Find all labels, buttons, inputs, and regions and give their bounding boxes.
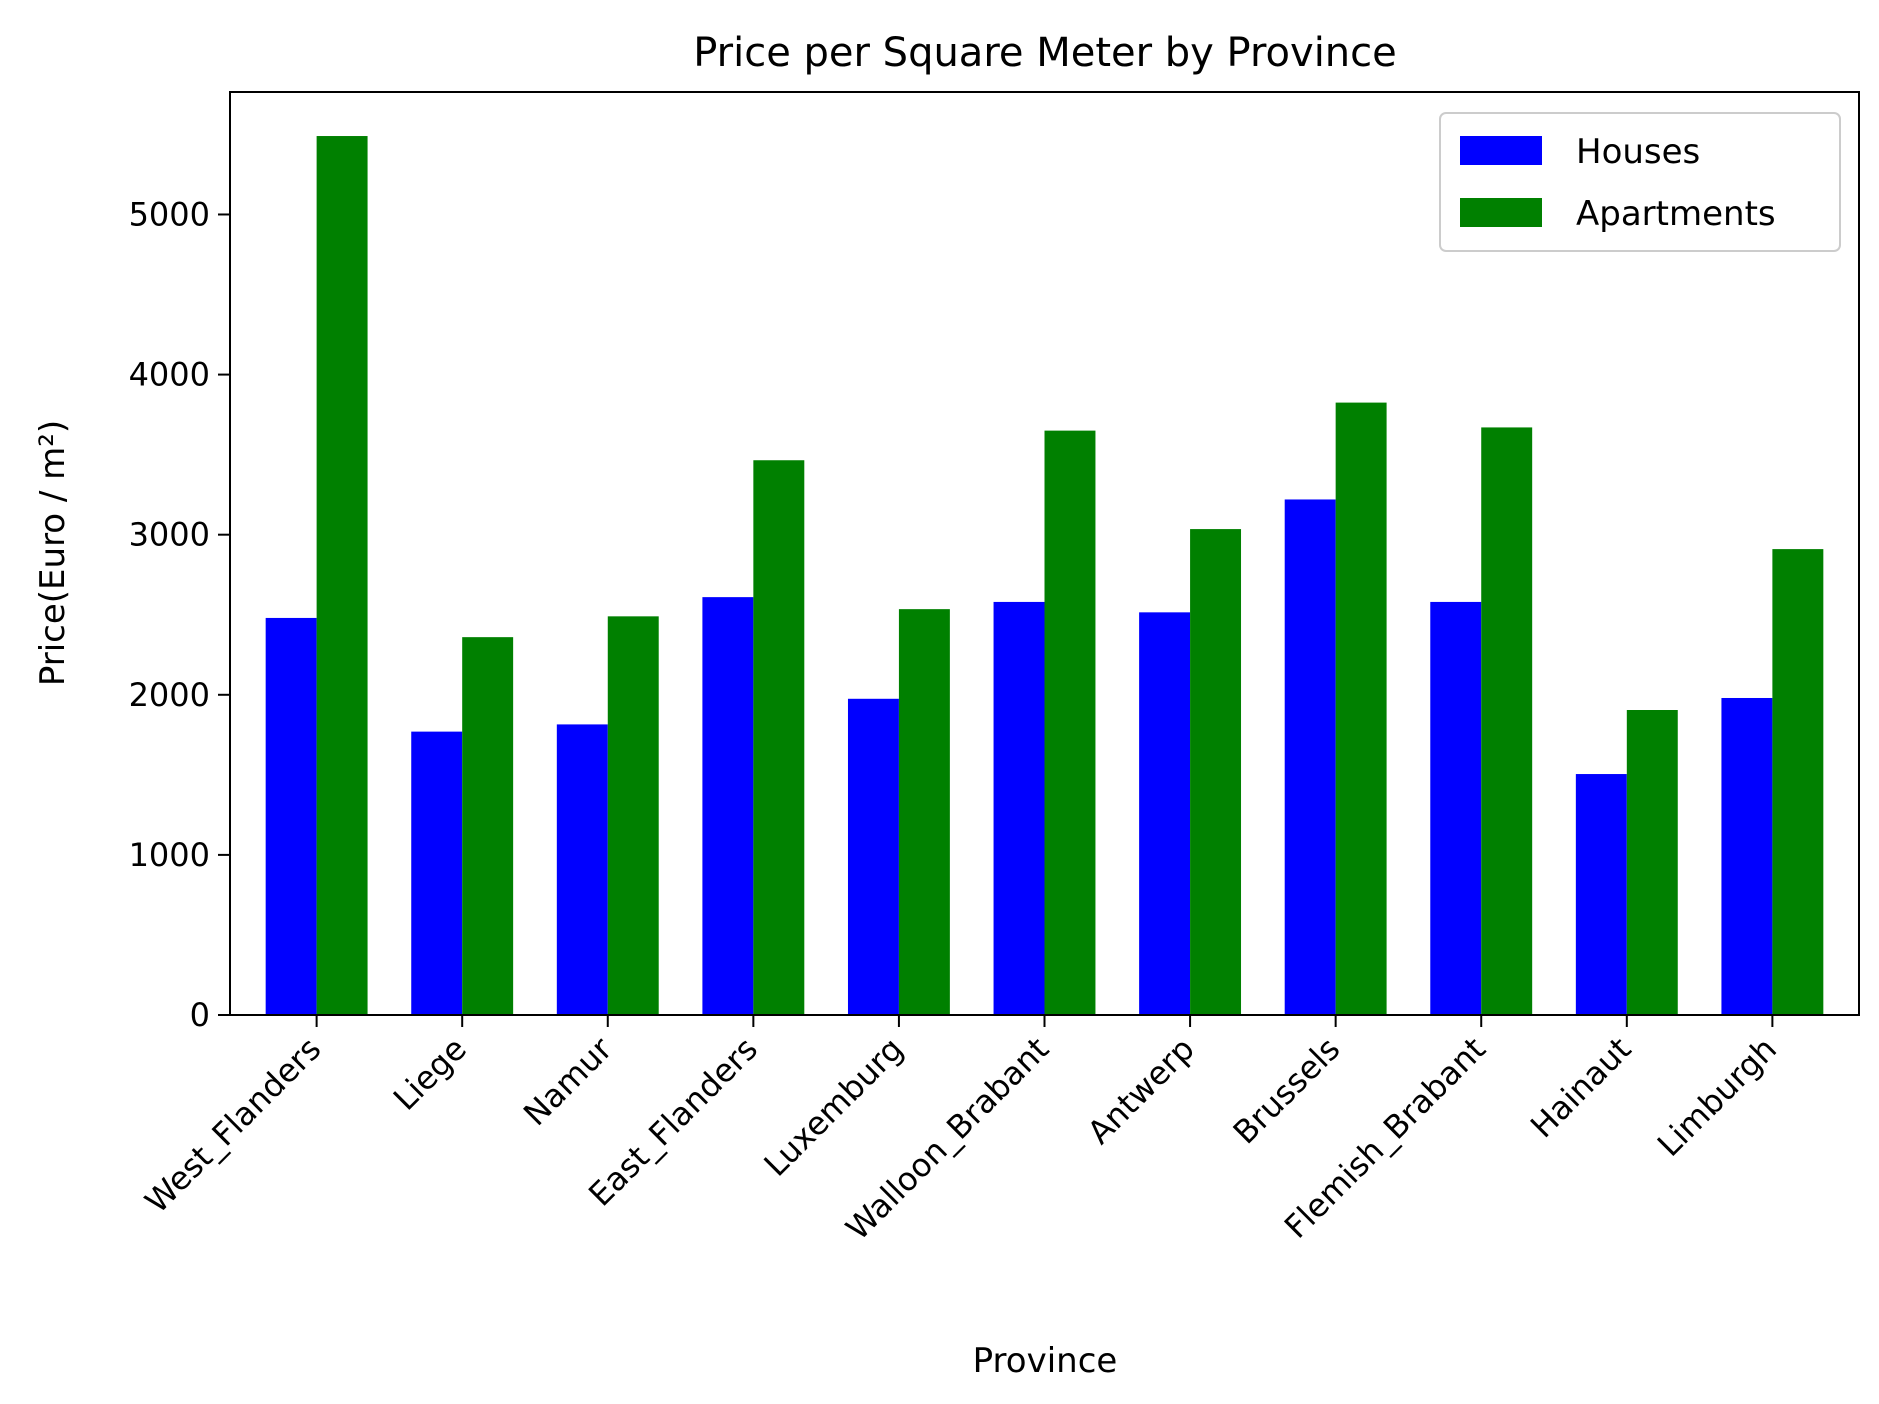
y-axis: 0 1000 2000 3000 4000 5000 bbox=[129, 195, 230, 1034]
bar-houses-walloon-brabant bbox=[993, 601, 1045, 1015]
y-tick-label: 4000 bbox=[129, 356, 210, 394]
bar-houses-east-flanders bbox=[702, 597, 754, 1015]
legend: Houses Apartments bbox=[1439, 112, 1841, 252]
bar-houses-namur bbox=[556, 724, 608, 1015]
bar-apartments-walloon-brabant bbox=[1044, 430, 1096, 1015]
legend-label-apartments: Apartments bbox=[1576, 194, 1776, 234]
bar-apartments-brussels bbox=[1335, 402, 1387, 1016]
y-tick-label: 3000 bbox=[129, 516, 210, 554]
bar-houses-west-flanders bbox=[265, 617, 317, 1015]
bar-houses-limburgh bbox=[1721, 697, 1773, 1015]
y-tick-label: 5000 bbox=[129, 195, 210, 233]
bar-apartments-east-flanders bbox=[753, 460, 805, 1015]
bar-apartments-antwerp bbox=[1190, 529, 1242, 1015]
y-tick-label: 1000 bbox=[129, 836, 210, 874]
bar-apartments-liege bbox=[462, 637, 514, 1015]
bar-houses-luxemburg bbox=[847, 698, 899, 1015]
bar-houses-flemish-brabant bbox=[1430, 601, 1482, 1015]
y-tick-label: 2000 bbox=[129, 676, 210, 714]
bar-houses-brussels bbox=[1284, 499, 1336, 1016]
bar-apartments-flemish-brabant bbox=[1481, 427, 1533, 1015]
bar-apartments-luxemburg bbox=[898, 609, 950, 1015]
y-axis-label: Price(Euro / m²) bbox=[33, 420, 73, 686]
x-axis-label: Province bbox=[973, 1341, 1118, 1381]
bar-houses-hainaut bbox=[1575, 774, 1627, 1015]
chart-title: Price per Square Meter by Province bbox=[693, 30, 1397, 76]
bars-group bbox=[265, 136, 1824, 1016]
bar-houses-liege bbox=[411, 731, 463, 1015]
y-tick-label: 0 bbox=[190, 996, 210, 1034]
bar-apartments-hainaut bbox=[1626, 710, 1678, 1015]
bar-apartments-namur bbox=[607, 616, 659, 1015]
legend-label-houses: Houses bbox=[1576, 132, 1700, 172]
legend-swatch-apartments bbox=[1460, 198, 1542, 227]
legend-swatch-houses bbox=[1460, 136, 1542, 165]
bar-apartments-west-flanders bbox=[316, 136, 368, 1015]
bar-houses-antwerp bbox=[1139, 612, 1191, 1015]
bar-apartments-limburgh bbox=[1772, 549, 1824, 1015]
